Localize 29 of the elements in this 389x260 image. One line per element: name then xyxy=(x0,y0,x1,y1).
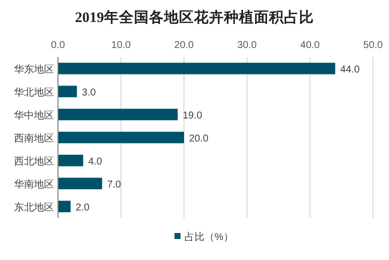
y-tick-label: 华南地区 xyxy=(14,178,54,190)
data-label: 7.0 xyxy=(107,180,122,190)
legend-label: 占比（%） xyxy=(184,231,234,243)
y-tick-label: 华北地区 xyxy=(14,86,54,98)
data-label: 3.0 xyxy=(82,88,96,98)
data-label: 20.0 xyxy=(189,134,209,144)
bar xyxy=(58,108,178,120)
x-tick-label: 30.0 xyxy=(237,40,258,51)
data-label: 4.0 xyxy=(88,156,103,168)
y-tick-label: 东北地区 xyxy=(14,202,54,214)
bar xyxy=(58,132,184,144)
x-tick-label: 20.0 xyxy=(174,40,194,51)
y-tick-label: 华东地区 xyxy=(14,64,54,76)
x-tick-label: 40.0 xyxy=(300,40,320,51)
bar xyxy=(58,200,71,212)
y-tick-label: 西北地区 xyxy=(14,156,54,168)
data-label: 19.0 xyxy=(182,110,203,122)
bar xyxy=(58,86,77,98)
y-tick-label: 华中地区 xyxy=(14,110,54,122)
x-tick-label: 0.0 xyxy=(51,40,66,51)
bar xyxy=(58,178,102,190)
x-tick-label: 10.0 xyxy=(111,40,132,51)
bar xyxy=(58,154,84,166)
data-label: 44.0 xyxy=(340,64,360,76)
data-label: 2.0 xyxy=(76,202,90,214)
chart-title: 2019年全国各地区花卉种植面积占比 xyxy=(75,9,314,26)
bar xyxy=(58,62,336,74)
y-tick-label: 西南地区 xyxy=(14,132,54,144)
x-tick-label: 50.0 xyxy=(363,40,384,51)
